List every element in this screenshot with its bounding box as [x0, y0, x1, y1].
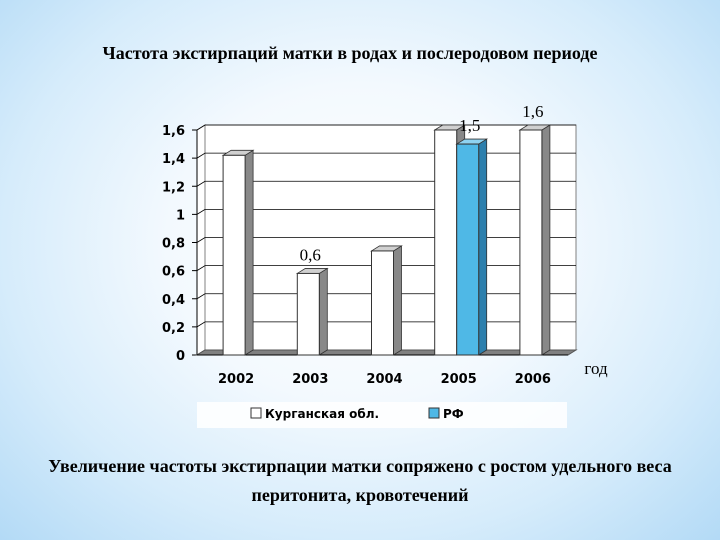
y-tick-label: 0 — [176, 349, 185, 364]
chart-caption: Увеличение частоты экстирпации матки соп… — [48, 456, 672, 505]
data-label: 0,6 — [300, 245, 321, 264]
y-tick-label: 1,2 — [162, 180, 185, 195]
legend-swatch — [428, 407, 440, 419]
x-tick-label: 2003 — [292, 372, 328, 387]
y-tick-label: 0,2 — [162, 321, 185, 336]
legend-label: Курганская обл. — [265, 407, 379, 421]
y-tick-label: 0,6 — [162, 265, 185, 280]
legend-label: РФ — [443, 407, 464, 421]
labels: 0,6 1,5 1,6 год — [300, 102, 608, 378]
y-tick-label: 0,8 — [162, 237, 185, 252]
legend-swatch — [250, 407, 262, 419]
bars — [221, 124, 552, 356]
bar-2006-region — [519, 129, 543, 356]
x-axis-label: год — [584, 359, 608, 378]
bar-2002-region-side — [244, 149, 254, 356]
y-tick-label: 1,6 — [162, 124, 185, 139]
data-label: 1,6 — [522, 102, 543, 121]
x-tick-label: 2005 — [441, 372, 477, 387]
bar-2003-region-side — [318, 267, 328, 356]
bar-2005-rf-side — [478, 138, 488, 356]
data-label: 1,5 — [459, 116, 480, 135]
chart-title: Частота экстирпаций матки в родах и посл… — [102, 43, 598, 63]
legend: Курганская обл. РФ — [197, 402, 567, 428]
x-tick-label: 2004 — [366, 372, 402, 387]
y-tick-label: 1 — [176, 208, 185, 223]
bar-2003-region — [296, 272, 320, 356]
bar-2005-rf — [456, 143, 480, 356]
y-tick-label: 1,4 — [162, 152, 185, 167]
bar-2002-region — [222, 154, 246, 356]
y-tick-label: 0,4 — [162, 293, 185, 308]
x-tick-label: 2002 — [218, 372, 254, 387]
bar-2005-region — [434, 129, 458, 356]
x-tick-label: 2006 — [515, 372, 551, 387]
bar-2004-region — [371, 250, 394, 356]
bar-2006-region-side — [541, 124, 551, 356]
bar-2004-region-side — [393, 245, 402, 356]
